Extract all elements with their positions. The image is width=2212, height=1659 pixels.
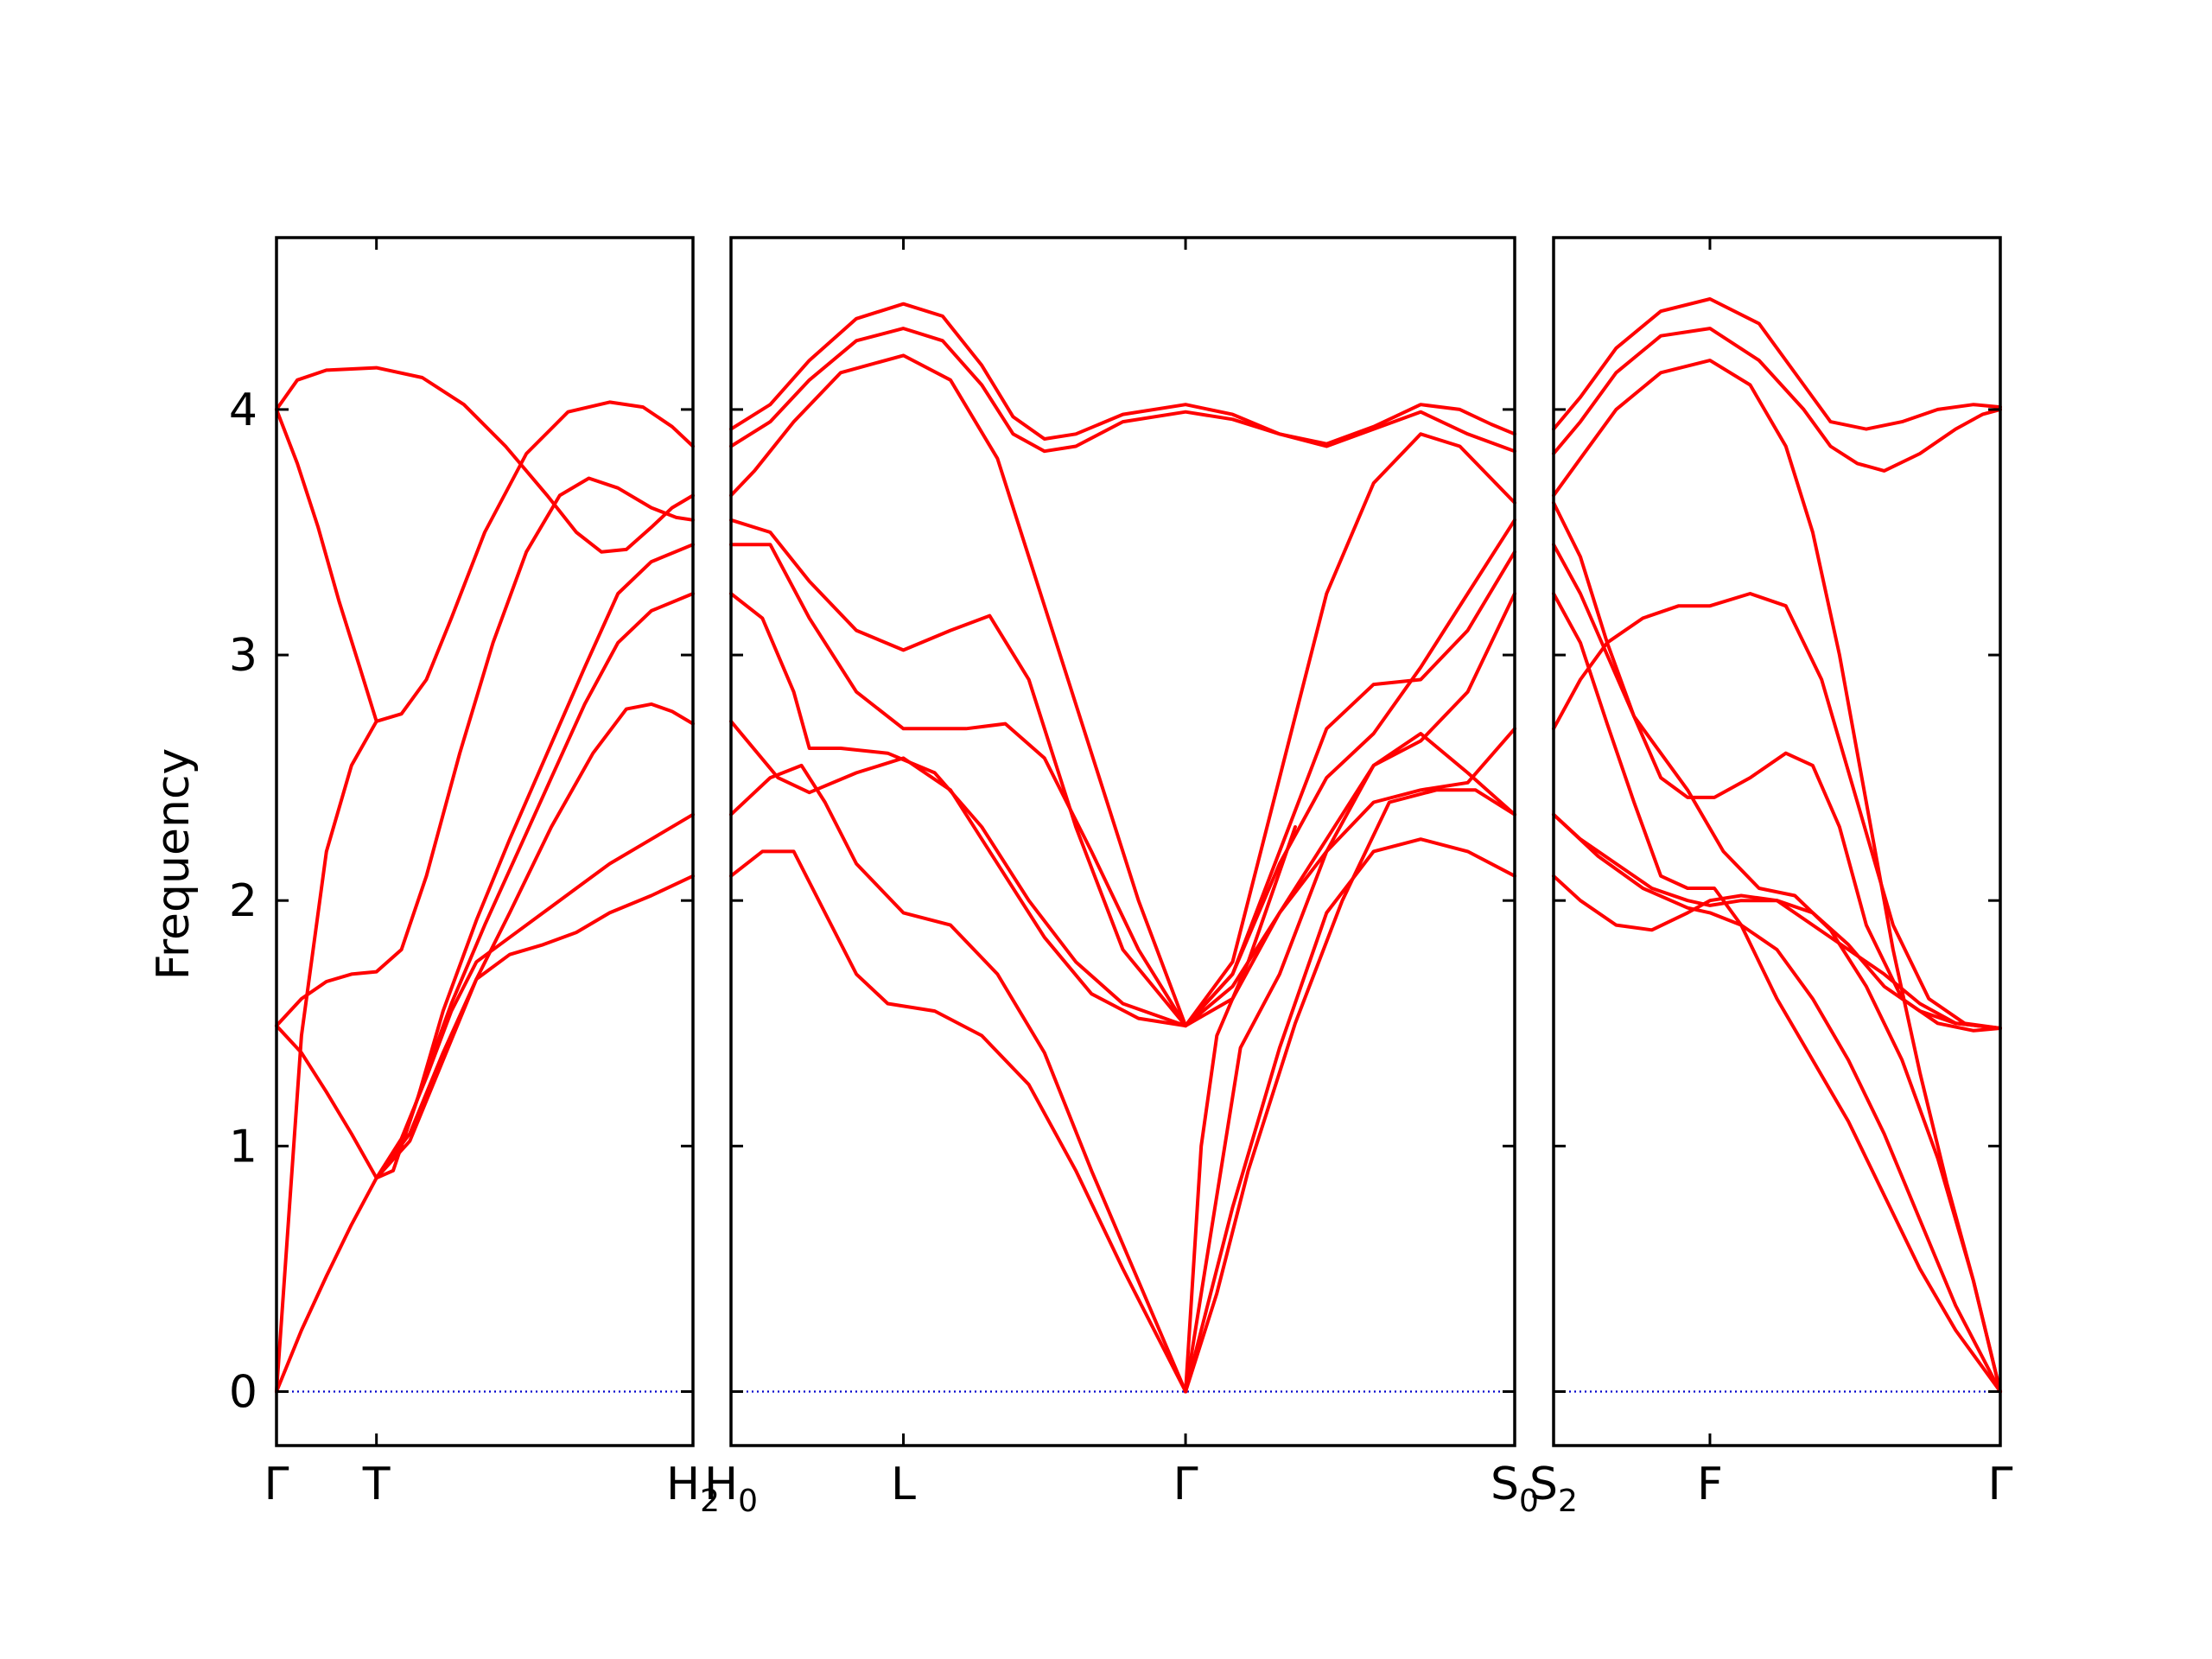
x-tick-label: F <box>1697 1459 1723 1510</box>
x-tick-subscript: 2 <box>1558 1484 1578 1519</box>
band-line <box>1552 812 2002 1030</box>
x-tick-subscript: 0 <box>738 1484 758 1519</box>
band-line <box>275 719 378 1394</box>
band-line <box>374 592 695 1180</box>
panel-1: 0 1 2 3 4 Γ T H2 <box>229 236 720 1519</box>
band-line <box>729 518 1516 1028</box>
band-line <box>729 353 1516 1028</box>
band-line <box>729 302 1516 446</box>
y-tick-label: 1 <box>229 1121 257 1173</box>
panel-2: H0 L Γ S0 <box>704 236 1539 1519</box>
band-line <box>1184 788 1516 1394</box>
band-line <box>729 849 1188 1394</box>
y-tick-label: 4 <box>229 385 257 436</box>
x-tick-subscript: 2 <box>700 1484 720 1519</box>
panel-frame <box>1552 236 2002 1447</box>
y-tick-label: 0 <box>229 1366 257 1418</box>
band-line <box>1552 812 2002 1394</box>
x-tick-label: T <box>362 1459 391 1510</box>
band-line <box>729 327 1516 454</box>
band-line <box>729 543 1516 1028</box>
x-tick-label: Γ <box>264 1459 289 1510</box>
panel-3: S2 F Γ <box>1529 236 2013 1519</box>
band-line <box>1552 592 2002 1030</box>
y-tick-label: 3 <box>229 630 257 682</box>
band-line <box>275 476 695 1028</box>
x-tick-label: S0 <box>1491 1459 1539 1519</box>
band-line <box>1184 837 1516 1394</box>
band-line <box>1552 327 2002 473</box>
band-line <box>729 719 1516 1028</box>
band-line <box>374 702 695 1180</box>
x-tick-label: H2 <box>666 1459 720 1519</box>
band-line <box>1552 543 2002 1394</box>
x-tick-label: S2 <box>1529 1459 1578 1519</box>
band-line <box>275 812 695 1394</box>
x-tick-label: L <box>891 1459 916 1510</box>
panel-frame <box>275 236 695 1447</box>
band-line <box>1552 592 2002 1394</box>
band-line <box>1552 297 2002 431</box>
x-tick-subscript: 0 <box>1519 1484 1539 1519</box>
x-tick-label: Γ <box>1988 1459 2013 1510</box>
band-line <box>729 763 1188 1394</box>
band-line <box>275 543 695 1180</box>
band-line <box>275 365 695 554</box>
y-axis-title: Frequency <box>148 748 200 981</box>
band-line <box>1184 825 1297 1394</box>
band-line <box>1552 874 2002 1030</box>
band-line <box>1552 359 2002 1394</box>
x-tick-label: Γ <box>1173 1459 1198 1510</box>
panel-frame <box>729 236 1516 1447</box>
band-line <box>275 400 695 723</box>
band-line <box>374 874 695 1180</box>
band-line <box>1184 592 1516 1394</box>
x-tick-label: H0 <box>704 1459 758 1519</box>
y-tick-label: 2 <box>229 875 257 927</box>
